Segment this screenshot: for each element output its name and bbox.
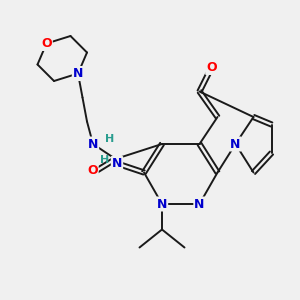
Text: N: N: [194, 197, 205, 211]
Text: N: N: [112, 157, 122, 170]
Text: N: N: [73, 67, 83, 80]
Text: O: O: [206, 61, 217, 74]
Text: N: N: [88, 137, 98, 151]
Text: N: N: [230, 137, 241, 151]
Text: H: H: [100, 155, 109, 165]
Text: O: O: [41, 37, 52, 50]
Text: O: O: [87, 164, 98, 178]
Text: N: N: [157, 197, 167, 211]
Text: H: H: [105, 134, 114, 144]
